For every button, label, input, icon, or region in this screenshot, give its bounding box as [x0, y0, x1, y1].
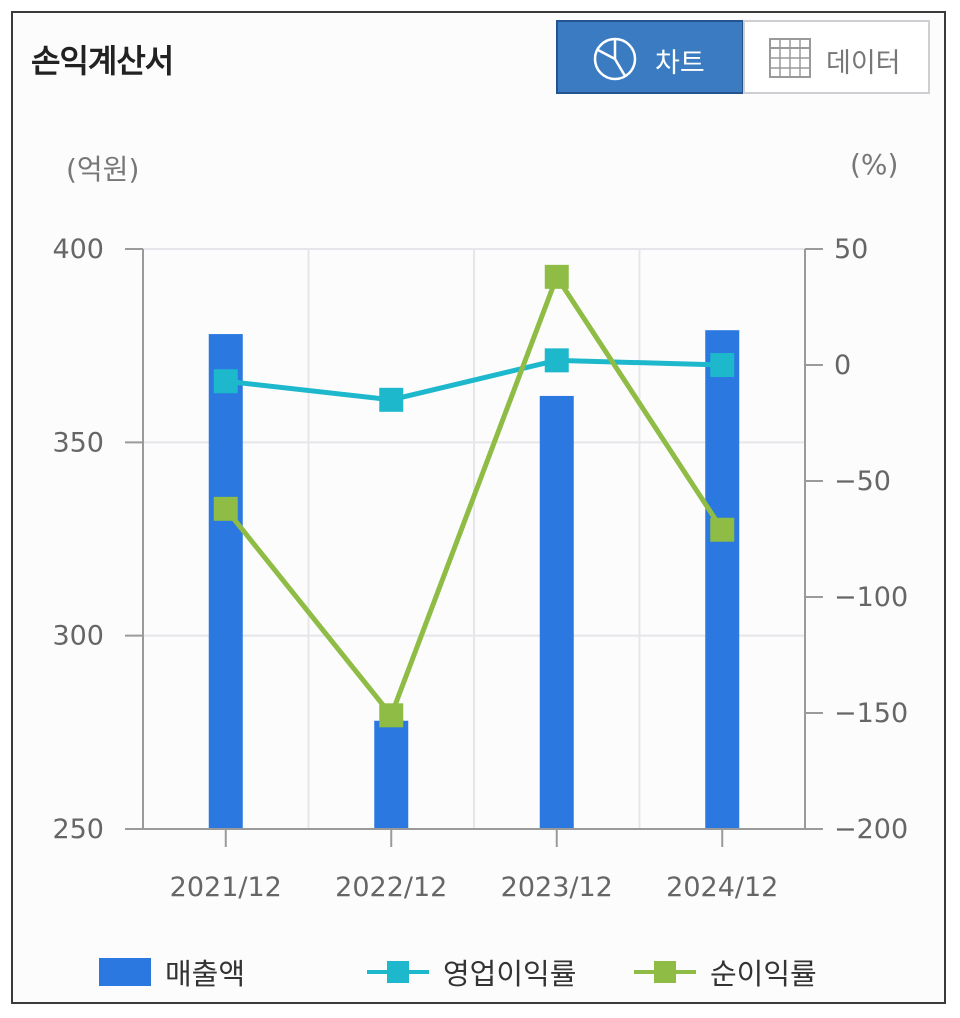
bar-revenue: [539, 395, 574, 829]
legend-item-revenue[interactable]: 매출액: [99, 950, 245, 994]
y-right-tick-label: −50: [834, 466, 891, 497]
y-left-tick-label: 300: [52, 621, 104, 652]
legend-label-revenue: 매출액: [165, 957, 246, 991]
y-left-tick-label: 350: [52, 427, 104, 458]
income-statement-panel: [11, 11, 946, 1004]
chart-view-button[interactable]: 차트: [556, 20, 744, 94]
pie-chart-icon: [593, 37, 637, 81]
legend-item-net-margin[interactable]: 순이익률: [634, 950, 817, 994]
y-left-tick-label: 400: [52, 234, 104, 265]
legend-label-net-margin: 순이익률: [710, 957, 817, 991]
page-title: 손익계산서: [31, 42, 174, 80]
x-tick-label: 2024/12: [666, 872, 778, 903]
bar-revenue: [208, 334, 243, 829]
point-net-margin: [213, 496, 238, 521]
legend-label-operating-margin: 영업이익률: [443, 957, 577, 991]
point-operating-margin: [544, 348, 569, 373]
bar-revenue: [705, 330, 740, 829]
x-tick-label: 2021/12: [170, 872, 282, 903]
x-tick-label: 2022/12: [335, 872, 447, 903]
table-grid-icon: [769, 38, 811, 78]
legend-swatch-net-margin: [634, 961, 696, 983]
left-axis-unit: (억원): [66, 153, 140, 186]
data-view-label: 데이터: [826, 48, 901, 79]
y-right-tick-label: 0: [834, 350, 851, 381]
y-right-tick-label: −100: [834, 582, 908, 613]
legend-swatch-revenue: [99, 958, 151, 986]
x-tick-label: 2023/12: [501, 872, 613, 903]
y-right-tick-label: 50: [834, 234, 868, 265]
point-operating-margin: [379, 387, 404, 412]
point-net-margin: [544, 264, 569, 289]
legend-item-operating-margin[interactable]: 영업이익률: [367, 950, 576, 994]
bar-revenue: [374, 720, 409, 829]
y-right-tick-label: −200: [834, 814, 908, 845]
point-operating-margin: [213, 369, 238, 394]
line-operating-margin: [225, 357, 723, 403]
point-net-margin: [379, 703, 404, 728]
legend-swatch-operating-margin: [367, 961, 429, 983]
y-left-tick-label: 250: [52, 814, 104, 845]
line-net-margin: [223, 274, 725, 718]
point-operating-margin: [710, 353, 735, 377]
chart-view-label: 차트: [655, 48, 705, 79]
point-net-margin: [710, 517, 735, 542]
y-right-tick-label: −150: [834, 698, 908, 729]
data-view-button[interactable]: 데이터: [743, 20, 930, 94]
right-axis-unit: (%): [850, 148, 899, 181]
